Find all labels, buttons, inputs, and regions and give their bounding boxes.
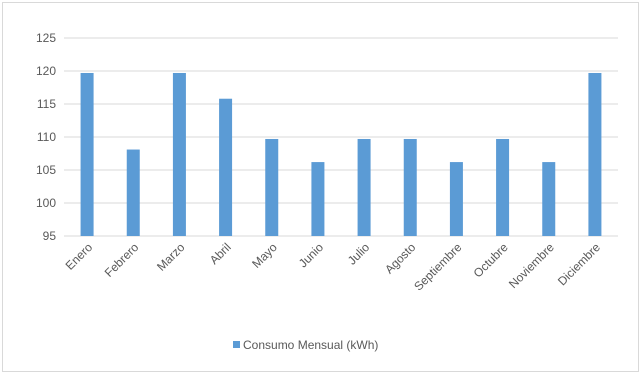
x-tick-label: Enero	[63, 240, 96, 273]
x-tick-label: Agosto	[382, 240, 419, 277]
bar	[588, 72, 602, 236]
bar	[172, 72, 186, 236]
bar	[219, 98, 233, 236]
y-tick-label: 105	[36, 163, 56, 177]
x-tick-label: Septiembre	[411, 240, 465, 294]
bar	[496, 138, 510, 236]
x-tick-label: Noviembre	[506, 240, 557, 291]
y-tick-label: 120	[36, 64, 56, 78]
bar	[357, 138, 371, 236]
bar	[80, 72, 94, 236]
y-tick-label: 115	[37, 97, 56, 111]
bar	[449, 162, 463, 236]
y-axis-ticks: 95 100 105 110 115 120 125	[36, 31, 56, 243]
gridlines	[64, 37, 618, 237]
x-axis-categories: Enero Febrero Marzo Abril Mayo Junio Julio Agos…	[63, 240, 604, 294]
legend-swatch	[233, 341, 240, 348]
x-tick-label: Marzo	[154, 240, 188, 274]
y-tick-label: 125	[36, 31, 56, 45]
legend: Consumo Mensual (kWh)	[233, 338, 378, 352]
y-tick-label: 100	[36, 196, 56, 210]
legend-label: Consumo Mensual (kWh)	[243, 338, 378, 352]
bar-chart: 95 100 105 110 115 120 125 Enero Febrero Marzo Ab…	[36, 31, 618, 352]
x-tick-label: Junio	[296, 240, 326, 270]
y-tick-label: 110	[37, 130, 56, 144]
bars	[80, 72, 602, 236]
x-tick-label: Diciembre	[555, 240, 603, 288]
y-tick-label: 95	[43, 229, 57, 243]
x-tick-label: Febrero	[102, 240, 142, 280]
bar	[311, 162, 325, 236]
x-tick-label: Octubre	[471, 240, 511, 280]
bar	[126, 149, 140, 236]
x-tick-label: Julio	[345, 240, 373, 268]
bar	[265, 138, 279, 236]
bar	[542, 162, 556, 236]
x-tick-label: Abril	[207, 240, 234, 267]
bar	[403, 138, 417, 236]
x-tick-label: Mayo	[249, 240, 280, 271]
chart-frame: 95 100 105 110 115 120 125 Enero Febrero Marzo Ab…	[2, 2, 639, 372]
